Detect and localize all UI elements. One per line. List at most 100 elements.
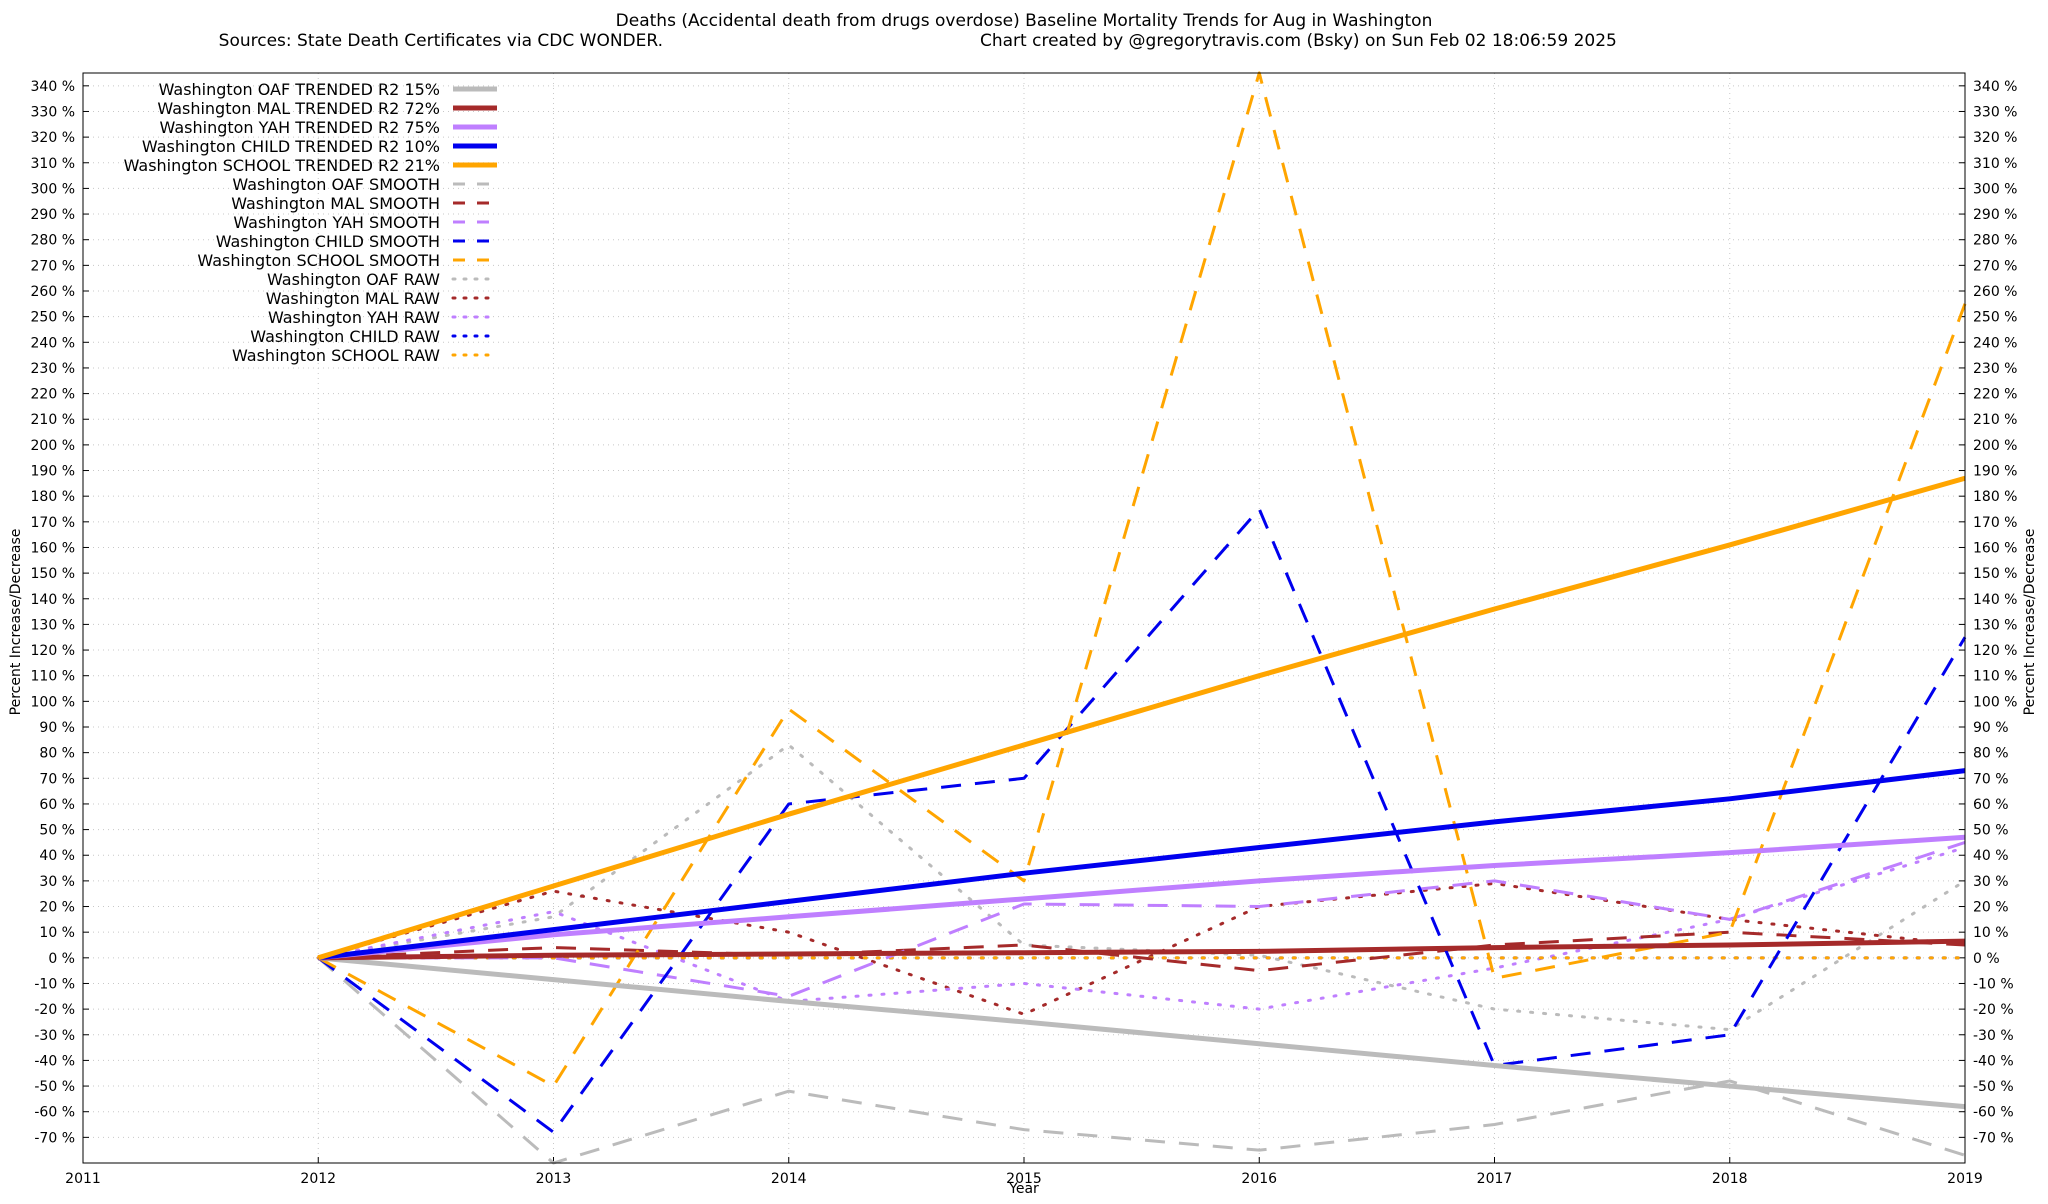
y-tick-label-right: 190 % xyxy=(1973,464,2017,480)
y-tick-label-left: 0 % xyxy=(48,951,75,967)
y-tick-label-left: 240 % xyxy=(31,335,75,351)
legend-label: Washington CHILD SMOOTH xyxy=(216,232,440,251)
legend-label: Washington SCHOOL RAW xyxy=(232,346,440,365)
y-tick-label-right: 260 % xyxy=(1973,284,2017,300)
y-tick-label-right: 240 % xyxy=(1973,335,2017,351)
series-line-oaf-raw xyxy=(316,743,1967,1032)
y-tick-label-left: 230 % xyxy=(31,361,75,377)
y-tick-label-right: 290 % xyxy=(1973,207,2017,223)
y-tick-label-left: 210 % xyxy=(31,412,75,428)
series-line-yah-trend xyxy=(318,834,1966,961)
chart-title: Deaths (Accidental death from drugs over… xyxy=(616,11,1433,31)
y-tick-label-right: 120 % xyxy=(1973,643,2017,659)
y-tick-label-right: 270 % xyxy=(1973,258,2017,274)
y-tick-label-right: 70 % xyxy=(1973,771,2009,787)
y-tick-label-left: 70 % xyxy=(39,771,75,787)
y-tick-label-left: 290 % xyxy=(31,207,75,223)
series-line-oaf-trend xyxy=(318,955,1966,1110)
y-tick-label-left: -30 % xyxy=(34,1028,75,1044)
y-tick-label-right: -10 % xyxy=(1973,976,2014,992)
y-tick-label-left: 100 % xyxy=(31,694,75,710)
y-tick-label-left: 160 % xyxy=(31,540,75,556)
series-line-school-smooth xyxy=(317,71,1967,1088)
legend-label: Washington SCHOOL SMOOTH xyxy=(197,251,440,270)
series-line-yah-smooth xyxy=(318,840,1966,998)
y-tick-label-right: 300 % xyxy=(1973,181,2017,197)
y-tick-label-left: 340 % xyxy=(31,79,75,95)
y-tick-label-right: 60 % xyxy=(1973,797,2009,813)
y-tick-label-left: 20 % xyxy=(39,900,75,916)
plot-frame xyxy=(82,72,1966,1164)
legend-label: Washington OAF RAW xyxy=(267,270,440,289)
chart-subtitle-credit: Chart created by @gregorytravis.com (Bsk… xyxy=(980,31,1617,51)
y-tick-label-left: -40 % xyxy=(34,1053,75,1069)
y-tick-label-right: 170 % xyxy=(1973,515,2017,531)
y-tick-label-left: 150 % xyxy=(31,566,75,582)
series-line-mal-smooth xyxy=(318,930,1966,973)
y-axis-label-right: Percent Increase/Decrease xyxy=(2022,529,2038,716)
series-line-oaf-smooth xyxy=(317,956,1966,1165)
legend-label: Washington MAL SMOOTH xyxy=(231,194,440,213)
legend-label: Washington YAH TRENDED R2 75% xyxy=(160,118,440,137)
axis-ticks: -70 % -70 % -60 % -60 % -50 % -50 % -40 % -40 %… xyxy=(31,79,2018,1187)
y-tick-label-right: 100 % xyxy=(1973,694,2017,710)
y-tick-label-left: 120 % xyxy=(31,643,75,659)
y-tick-label-right: -20 % xyxy=(1973,1002,2014,1018)
y-tick-label-left: 130 % xyxy=(31,617,75,633)
y-tick-label-right: 90 % xyxy=(1973,720,2009,736)
legend: Washington OAF TRENDED R2 15%Washington … xyxy=(124,80,499,365)
y-tick-label-left: 300 % xyxy=(31,181,75,197)
y-axis-label-left: Percent Increase/Decrease xyxy=(8,529,24,716)
y-tick-label-left: 40 % xyxy=(39,848,75,864)
y-tick-label-left: 90 % xyxy=(39,720,75,736)
y-tick-label-right: -30 % xyxy=(1973,1028,2014,1044)
y-tick-label-left: 250 % xyxy=(31,310,75,326)
x-tick-label: 2013 xyxy=(536,1171,572,1187)
legend-label: Washington OAF TRENDED R2 15% xyxy=(159,80,440,99)
x-tick-label: 2015 xyxy=(1006,1171,1042,1187)
y-tick-label-right: -70 % xyxy=(1973,1130,2014,1146)
series-line-school-trend xyxy=(317,475,1966,961)
y-tick-label-left: -60 % xyxy=(34,1105,75,1121)
y-tick-label-right: 210 % xyxy=(1973,412,2017,428)
legend-label: Washington YAH SMOOTH xyxy=(233,213,440,232)
y-tick-label-left: -50 % xyxy=(34,1079,75,1095)
legend-label: Washington CHILD TRENDED R2 10% xyxy=(142,137,440,156)
y-tick-label-right: 150 % xyxy=(1973,566,2017,582)
y-tick-label-right: 230 % xyxy=(1973,361,2017,377)
y-tick-label-right: 80 % xyxy=(1973,746,2009,762)
legend-label: Washington MAL TRENDED R2 72% xyxy=(157,99,440,118)
y-tick-label-left: 60 % xyxy=(39,797,75,813)
series-line-mal-trend xyxy=(318,938,1966,961)
y-tick-label-right: 140 % xyxy=(1973,592,2017,608)
y-tick-label-left: -10 % xyxy=(34,976,75,992)
y-tick-label-right: -60 % xyxy=(1973,1105,2014,1121)
x-axis-label: Year xyxy=(1008,1181,1039,1197)
x-tick-label: 2011 xyxy=(65,1171,101,1187)
y-tick-label-left: 180 % xyxy=(31,489,75,505)
y-tick-label-left: 170 % xyxy=(31,515,75,531)
legend-label: Washington YAH RAW xyxy=(268,308,440,327)
x-tick-label: 2017 xyxy=(1477,1171,1513,1187)
y-tick-label-left: -70 % xyxy=(34,1130,75,1146)
y-tick-label-left: -20 % xyxy=(34,1002,75,1018)
x-tick-label: 2014 xyxy=(771,1171,807,1187)
legend-label: Washington SCHOOL TRENDED R2 21% xyxy=(124,156,440,175)
y-tick-label-left: 10 % xyxy=(39,925,75,941)
y-tick-label-right: 20 % xyxy=(1973,900,2009,916)
y-tick-label-right: 40 % xyxy=(1973,848,2009,864)
y-tick-label-right: 10 % xyxy=(1973,925,2009,941)
y-tick-label-right: 130 % xyxy=(1973,617,2017,633)
y-tick-label-right: 250 % xyxy=(1973,310,2017,326)
y-tick-label-left: 50 % xyxy=(39,823,75,839)
y-tick-label-left: 80 % xyxy=(39,746,75,762)
y-tick-label-right: 220 % xyxy=(1973,387,2017,403)
legend-label: Washington OAF SMOOTH xyxy=(232,175,440,194)
legend-label: Washington MAL RAW xyxy=(266,289,440,308)
y-tick-label-right: 30 % xyxy=(1973,874,2009,890)
y-tick-label-right: 160 % xyxy=(1973,540,2017,556)
series-lines xyxy=(316,71,1967,1165)
y-tick-label-left: 30 % xyxy=(39,874,75,890)
